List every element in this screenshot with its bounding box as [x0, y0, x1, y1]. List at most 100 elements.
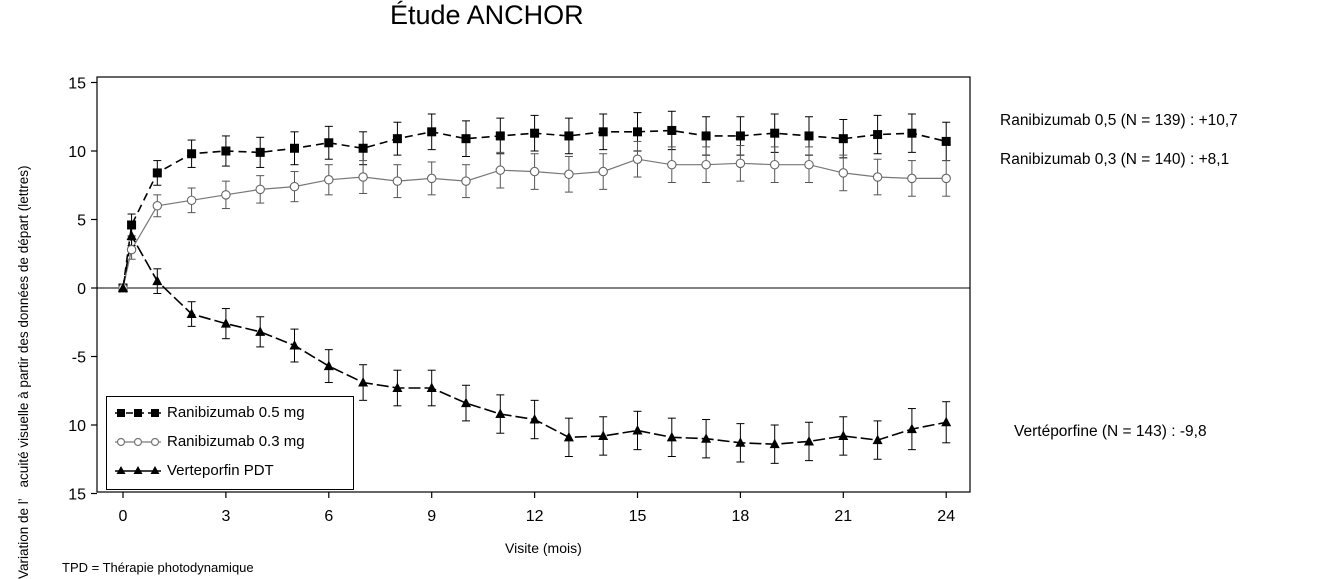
- series-line-rani03: [122, 158, 947, 289]
- legend-marker-rani03: [116, 437, 126, 447]
- data-point-rani03: [358, 172, 368, 182]
- data-point-verte: [529, 414, 540, 424]
- legend-entry-rani05: Ranibizumab 0.5 mg: [167, 404, 305, 421]
- x-tick-label: 18: [732, 508, 750, 525]
- data-point-rani03: [186, 195, 197, 206]
- data-point-rani03: [907, 173, 917, 184]
- data-point-rani03: [255, 184, 265, 195]
- data-point-rani05: [770, 128, 780, 138]
- data-point-rani05: [358, 143, 368, 153]
- data-point-rani03: [289, 181, 300, 192]
- x-tick-label: 21: [834, 508, 852, 525]
- data-point-rani05: [667, 125, 677, 135]
- data-point-verte: [323, 360, 334, 371]
- data-point-rani05: [127, 220, 137, 230]
- x-tick-label: 24: [937, 508, 955, 525]
- data-point-rani05: [735, 131, 745, 141]
- data-point-verte: [666, 431, 677, 442]
- data-point-rani03: [735, 158, 746, 169]
- legend-marker-verte: [133, 466, 143, 474]
- data-point-rani03: [324, 175, 334, 185]
- data-point-verte: [495, 408, 506, 419]
- data-point-rani05: [564, 131, 574, 141]
- data-point-verte: [426, 382, 437, 393]
- data-point-rani03: [495, 165, 506, 175]
- data-point-rani05: [255, 147, 265, 157]
- data-point-verte: [701, 433, 712, 443]
- legend-marker-verte: [150, 466, 160, 474]
- data-point-rani03: [126, 244, 137, 255]
- legend-marker-rani05: [151, 409, 159, 417]
- y-tick-label: 5: [77, 213, 86, 230]
- legend-marker-verte: [116, 466, 126, 474]
- data-point-rani03: [632, 154, 643, 164]
- data-point-rani05: [941, 136, 951, 146]
- data-point-verte: [804, 435, 814, 446]
- y-tick-label: 15: [68, 487, 86, 504]
- data-point-rani03: [529, 166, 540, 177]
- data-point-verte: [392, 382, 403, 393]
- data-point-rani03: [701, 159, 711, 170]
- legend-entry-verte: Verteporfin PDT: [167, 462, 274, 479]
- data-point-rani05: [221, 146, 231, 156]
- data-point-verte: [941, 416, 952, 427]
- data-point-verte: [872, 434, 883, 445]
- data-point-verte: [563, 431, 574, 442]
- data-point-rani03: [598, 166, 608, 177]
- legend-marker-rani05: [134, 409, 142, 417]
- y-tick-label: 0: [77, 281, 86, 298]
- x-tick-label: 15: [629, 508, 647, 525]
- data-point-verte: [186, 308, 197, 319]
- data-point-rani05: [392, 134, 402, 144]
- y-tick-label: 15: [68, 76, 86, 93]
- data-point-rani05: [530, 128, 540, 138]
- data-point-verte: [118, 282, 128, 292]
- data-point-verte: [126, 230, 137, 240]
- data-point-rani05: [838, 134, 848, 144]
- data-point-verte: [735, 437, 746, 447]
- chart-title: Étude ANCHOR: [390, 0, 584, 30]
- data-point-verte: [461, 397, 471, 408]
- data-point-rani03: [804, 159, 814, 170]
- y-tick-label: -5: [72, 350, 86, 367]
- data-point-rani05: [324, 138, 334, 148]
- legend-marker-rani03: [150, 437, 160, 447]
- data-point-verte: [358, 377, 369, 387]
- data-point-rani03: [426, 173, 437, 184]
- data-point-rani03: [392, 176, 403, 186]
- series-line-verte: [122, 233, 947, 446]
- y-tick-label: 10: [68, 144, 86, 161]
- data-point-rani03: [941, 173, 951, 184]
- data-point-rani05: [152, 168, 162, 178]
- data-point-verte: [906, 423, 917, 434]
- data-point-rani05: [804, 131, 814, 141]
- data-point-rani05: [633, 127, 642, 137]
- series-line-rani05: [122, 129, 947, 289]
- data-point-rani05: [187, 149, 197, 159]
- data-point-rani05: [598, 127, 608, 137]
- data-point-verte: [598, 430, 609, 440]
- legend-symbols: [115, 409, 161, 474]
- data-point-rani03: [564, 169, 574, 180]
- annotation-ranibizumab-05: Ranibizumab 0,5 (N = 139) : +10,7: [1000, 112, 1238, 129]
- legend-entry-rani03: Ranibizumab 0.3 mg: [167, 433, 305, 450]
- data-point-rani05: [427, 127, 437, 137]
- x-tick-label: 9: [427, 508, 436, 525]
- annotation-ranibizumab-03: Ranibizumab 0,3 (N = 140) : +8,1: [1000, 151, 1230, 168]
- footnote: TPD = Thérapie photodynamique: [62, 560, 254, 575]
- x-tick-label: 6: [324, 508, 333, 525]
- x-axis-label: Visite (mois): [505, 540, 582, 556]
- x-tick-label: 3: [221, 508, 230, 525]
- annotation-verteporfin: Vertéporfine (N = 143) : -9,8: [1014, 423, 1207, 440]
- plot-frame: [96, 76, 971, 493]
- data-point-rani03: [838, 168, 849, 178]
- chart-legend: Ranibizumab 0.5 mg Ranibizumab 0.3 mg Ve…: [106, 396, 354, 490]
- data-point-verte: [289, 340, 300, 350]
- data-point-rani03: [872, 172, 883, 182]
- x-tick-label: 12: [526, 508, 544, 525]
- data-point-rani05: [873, 130, 883, 140]
- x-tick-label: 0: [119, 508, 128, 525]
- data-point-verte: [838, 430, 849, 440]
- y-axis-label: Variation de l’ acuité visuelle à partir…: [16, 165, 31, 579]
